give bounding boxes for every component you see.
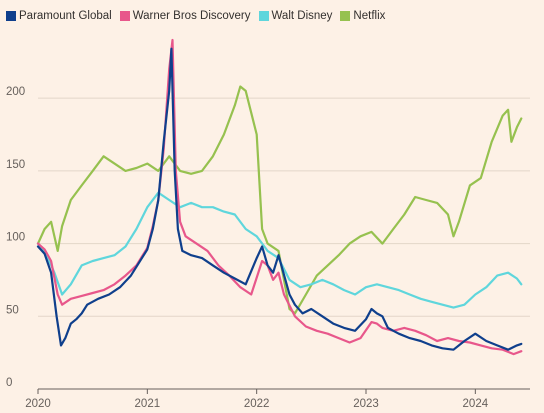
- x-tick-label-2020: 2020: [25, 398, 51, 410]
- legend: Paramount Global Warner Bros Discovery W…: [6, 10, 385, 22]
- legend-swatch-netflix: [340, 11, 351, 21]
- x-tick-label-2022: 2022: [244, 398, 270, 410]
- legend-swatch-paramount: [6, 11, 16, 21]
- legend-label-disney: Walt Disney: [271, 10, 333, 22]
- legend-swatch-disney: [258, 11, 269, 21]
- x-tick-label-2021: 2021: [135, 398, 161, 410]
- y-tick-label-50: 50: [6, 304, 19, 316]
- y-tick-label-0: 0: [6, 377, 12, 389]
- legend-swatch-warner: [119, 11, 130, 21]
- series-line-walt-disney: [36, 191, 523, 309]
- legend-label-paramount: Paramount Global: [19, 10, 112, 22]
- legend-label-warner: Warner Bros Discovery: [132, 10, 251, 22]
- legend-item-warner[interactable]: Warner Bros Discovery: [119, 10, 251, 22]
- series-line-warner-bros-discovery: [36, 38, 523, 356]
- legend-item-netflix[interactable]: Netflix: [340, 10, 385, 22]
- series-line-paramount-global: [36, 47, 523, 351]
- legend-item-paramount[interactable]: Paramount Global: [6, 10, 112, 22]
- legend-item-disney[interactable]: Walt Disney: [258, 10, 333, 22]
- x-tick-label-2023: 2023: [353, 398, 379, 410]
- y-tick-label-150: 150: [6, 159, 25, 171]
- series-line-netflix: [36, 85, 523, 315]
- x-tick-label-2024: 2024: [463, 398, 489, 410]
- y-tick-label-200: 200: [6, 86, 25, 98]
- legend-label-netflix: Netflix: [353, 10, 386, 22]
- y-tick-label-100: 100: [6, 232, 25, 244]
